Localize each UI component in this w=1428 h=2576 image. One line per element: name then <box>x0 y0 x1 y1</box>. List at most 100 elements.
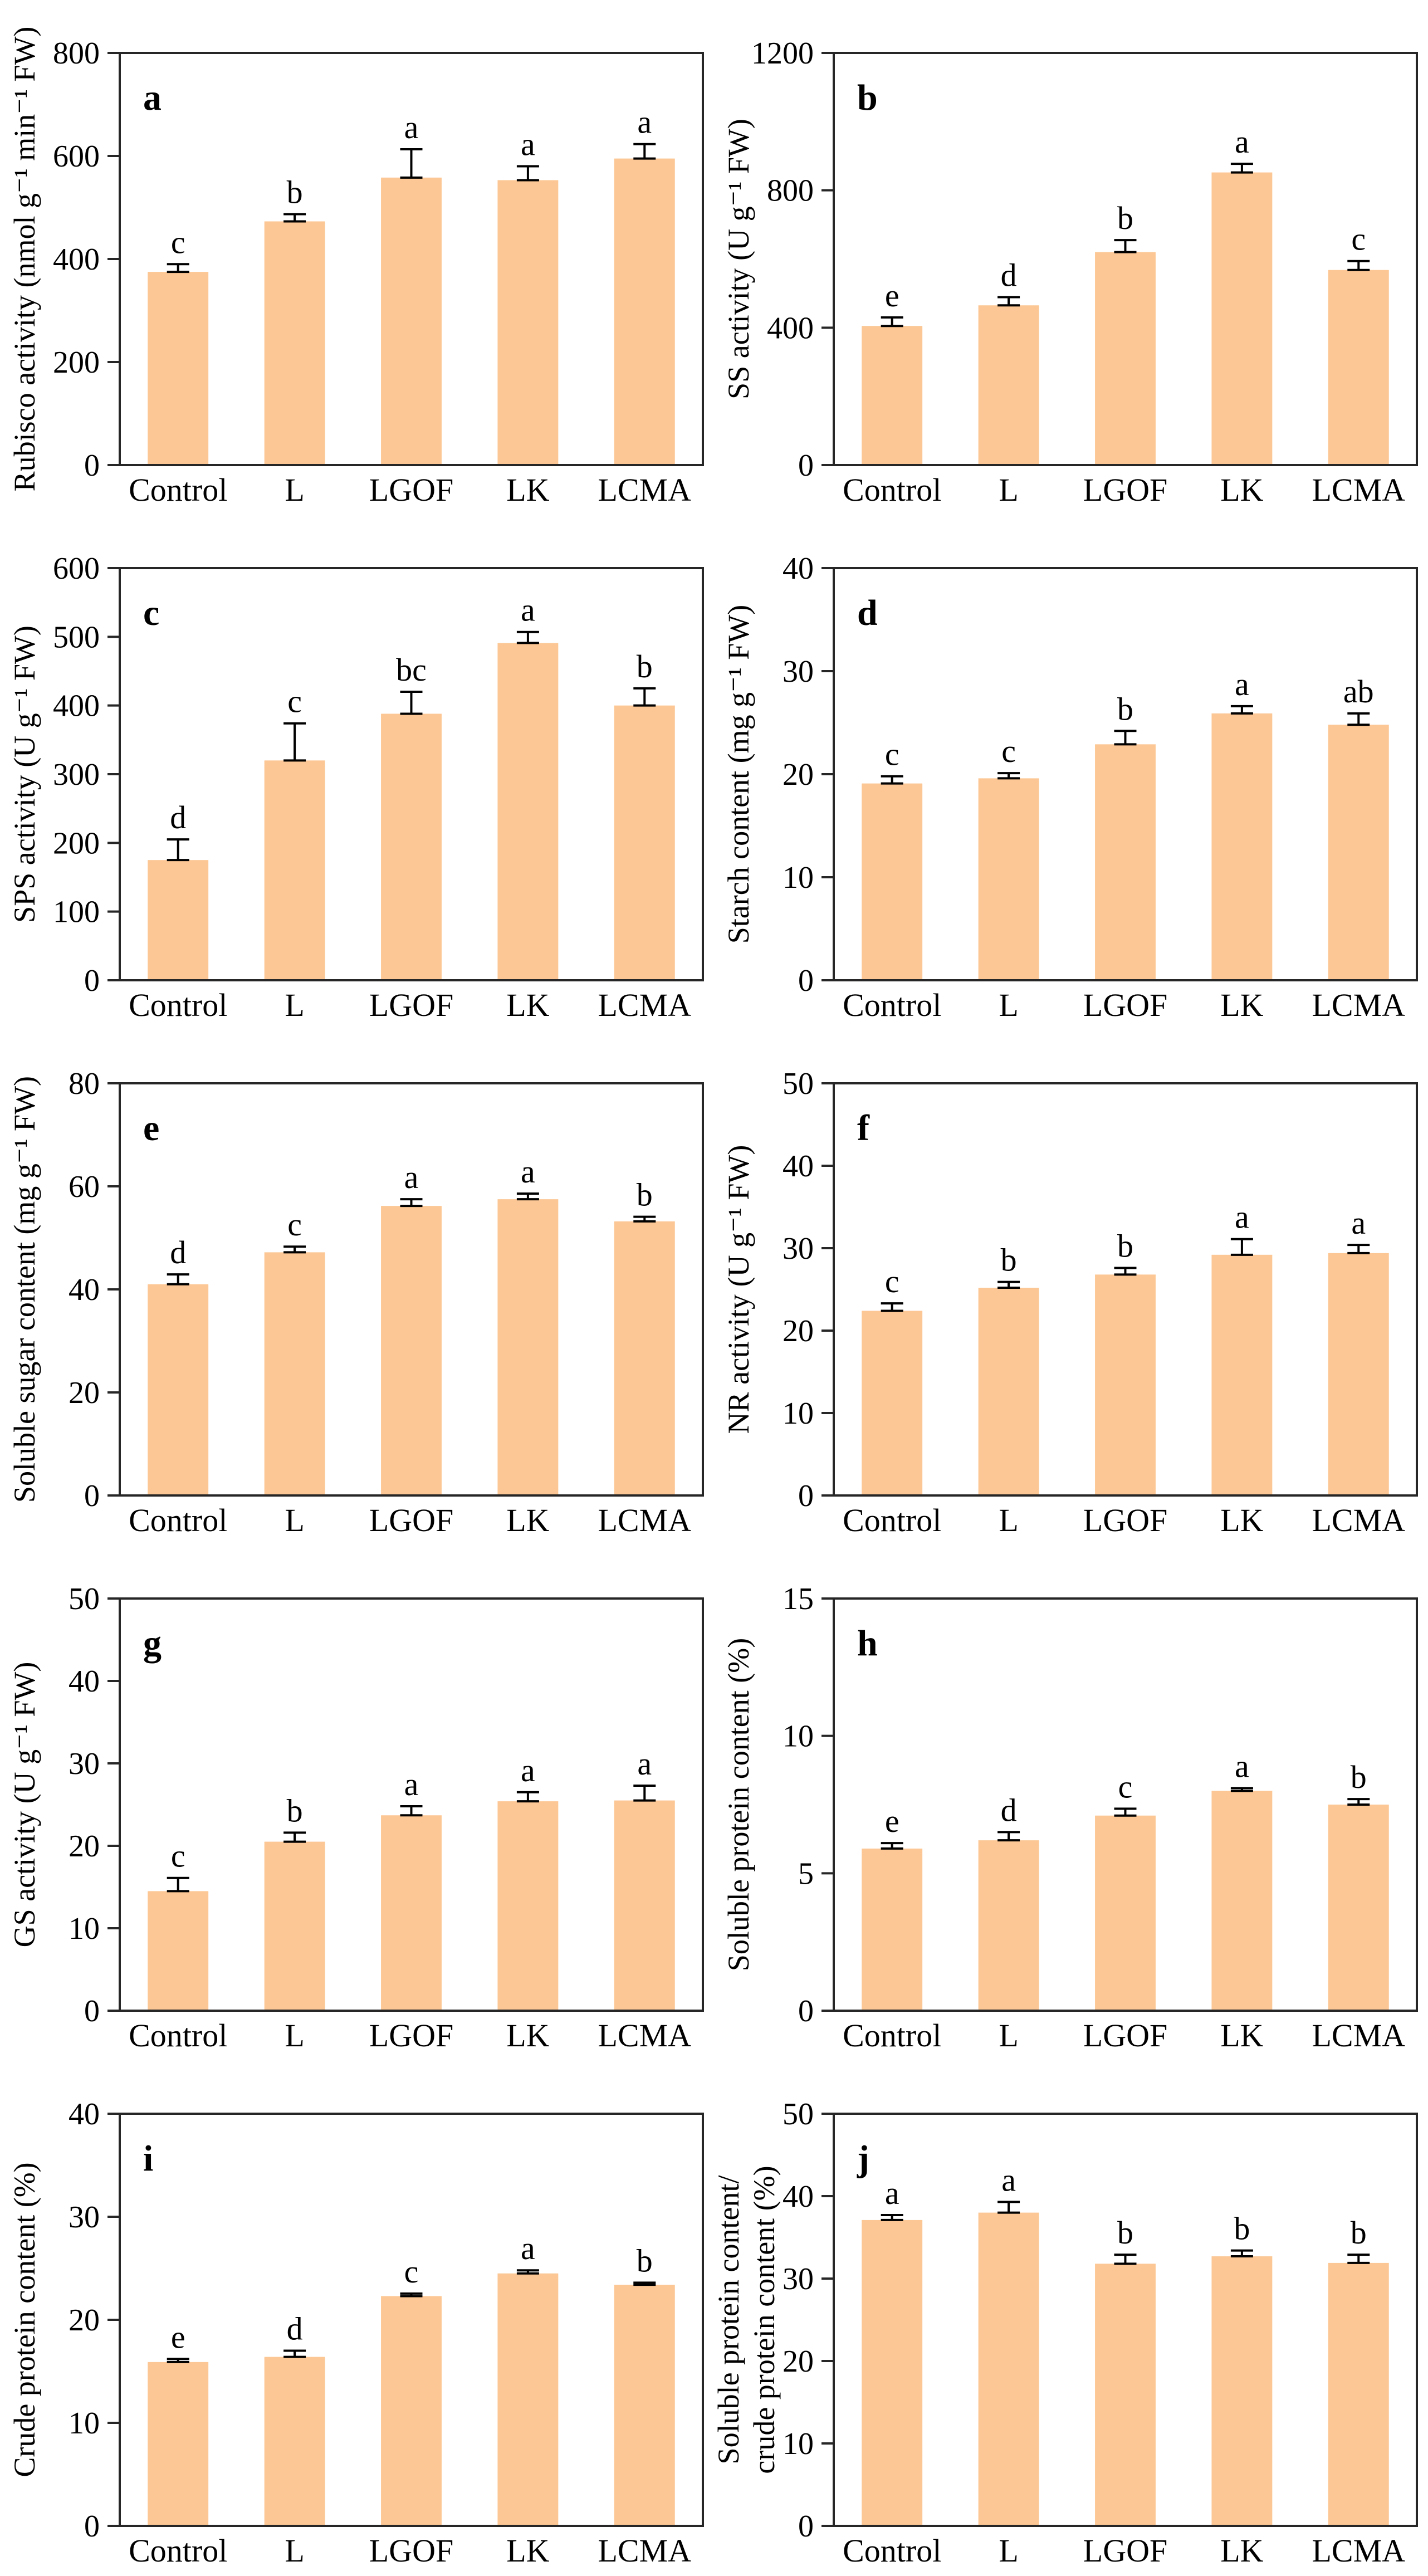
category-label: LCMA <box>1312 1502 1406 1538</box>
sig-letter: a <box>1001 2162 1016 2198</box>
bar-lk <box>1211 2256 1273 2526</box>
y-tick-label: 80 <box>69 1067 100 1101</box>
category-label: L <box>285 472 304 508</box>
chart-panel: 0 10 20 30 40 Crude protein content (%) e Contr… <box>0 2061 714 2576</box>
y-tick-label: 0 <box>798 964 814 998</box>
plot-frame <box>119 1597 704 2012</box>
category-label: LCMA <box>598 472 692 508</box>
category-label: LGOF <box>1083 2017 1167 2054</box>
bar-lcma <box>614 1800 675 2011</box>
y-tick-label: 40 <box>783 2179 814 2214</box>
category-label: LGOF <box>1083 987 1167 1023</box>
y-tick-label: 800 <box>53 36 100 71</box>
bar-control <box>148 272 209 465</box>
bar-lk <box>1211 1254 1273 1495</box>
sig-letter: ab <box>1343 673 1374 710</box>
category-label: LCMA <box>598 2017 692 2054</box>
y-tick-label: 800 <box>767 174 814 208</box>
category-label: Control <box>129 1502 227 1538</box>
y-tick-label: 600 <box>53 551 100 586</box>
bar-lgof <box>1095 744 1156 980</box>
category-label: LCMA <box>598 987 692 1023</box>
plot-frame <box>119 2113 704 2527</box>
bar-lcma <box>1328 1253 1389 1495</box>
category-label: Control <box>129 2533 227 2569</box>
category-label: Control <box>843 987 941 1023</box>
y-tick-label: 200 <box>53 345 100 380</box>
bar-lk <box>1211 1791 1273 2011</box>
bar-l <box>978 1288 1039 1495</box>
category-label: L <box>285 1502 304 1538</box>
category-label: LK <box>1220 987 1263 1023</box>
y-tick-label: 60 <box>69 1170 100 1204</box>
category-label: L <box>999 987 1018 1023</box>
category-label: LK <box>1220 2533 1263 2569</box>
sig-letter: e <box>885 277 899 314</box>
plot-frame <box>119 567 704 981</box>
bar-lgof <box>1095 2264 1156 2526</box>
category-label: L <box>999 1502 1018 1538</box>
bar-control <box>148 1891 209 2011</box>
bar-control <box>862 2220 923 2526</box>
bar-control <box>148 860 209 980</box>
y-tick-label: 10 <box>69 2406 100 2441</box>
sig-letter: d <box>170 799 186 835</box>
bar-lcma <box>614 1221 675 1495</box>
plot-frame <box>119 1082 704 1497</box>
category-label: LK <box>1220 1502 1263 1538</box>
bar-chart-c: 0 100 200 300 400 500 600 SPS activity (U g⁻¹ F… <box>8 551 704 1023</box>
panel-letter: j <box>857 2138 869 2179</box>
bar-control <box>862 1311 923 1495</box>
sig-letter: b <box>1117 691 1133 727</box>
category-label: LK <box>1220 2017 1263 2054</box>
category-label: LK <box>506 2017 549 2054</box>
bar-chart-b: 0 400 800 1200 SS activity (U g⁻¹ FW) e Contro… <box>722 36 1418 508</box>
category-label: Control <box>129 2017 227 2054</box>
category-label: LK <box>506 987 549 1023</box>
chart-panel: 0 10 20 30 40 Starch content (mg g⁻¹ FW) c Cont… <box>714 515 1428 1030</box>
category-label: L <box>285 987 304 1023</box>
category-label: LGOF <box>369 1502 453 1538</box>
bar-lk <box>497 180 559 465</box>
y-axis-label: Soluble protein content/ <box>714 2176 745 2465</box>
bar-lgof <box>381 1815 442 2011</box>
sig-letter: c <box>404 2254 419 2290</box>
y-tick-label: 10 <box>69 1912 100 1946</box>
bar-control <box>148 1284 209 1495</box>
category-label: LCMA <box>1312 2533 1406 2569</box>
sig-letter: d <box>170 1234 186 1270</box>
bar-chart-h: 0 5 10 15 Soluble protein content (%) e Contro… <box>722 1582 1418 2054</box>
panel-letter: b <box>857 77 878 118</box>
bar-l <box>264 1252 325 1495</box>
sig-letter: a <box>521 1153 535 1190</box>
bar-lgof <box>381 713 442 980</box>
y-tick-label: 30 <box>69 1747 100 1781</box>
y-tick-label: 10 <box>783 1396 814 1431</box>
category-label: Control <box>843 2017 941 2054</box>
sig-letter: b <box>637 2242 653 2279</box>
bar-l <box>978 1840 1039 2011</box>
bar-lcma <box>1328 725 1389 980</box>
y-tick-label: 40 <box>783 1149 814 1184</box>
category-label: LGOF <box>1083 2533 1167 2569</box>
sig-letter: b <box>287 174 303 211</box>
y-tick-label: 10 <box>783 2427 814 2461</box>
chart-panel: 0 200 400 600 800 Rubisco activity (nmol g⁻¹ … <box>0 0 714 515</box>
category-label: LCMA <box>1312 472 1406 508</box>
y-axis-label: NR activity (U g⁻¹ FW) <box>722 1145 755 1434</box>
y-tick-label: 50 <box>783 1067 814 1101</box>
y-tick-label: 100 <box>53 895 100 930</box>
sig-letter: d <box>287 2311 303 2347</box>
sig-letter: b <box>1001 1242 1017 1278</box>
bar-lcma <box>614 705 675 980</box>
category-label: LCMA <box>1312 987 1406 1023</box>
category-label: L <box>999 472 1018 508</box>
category-label: L <box>999 2017 1018 2054</box>
sig-letter: a <box>637 1746 652 1782</box>
sig-letter: b <box>1117 1228 1133 1264</box>
y-tick-label: 500 <box>53 620 100 654</box>
y-tick-label: 200 <box>53 826 100 861</box>
chart-panel: 0 100 200 300 400 500 600 SPS activity (U g⁻¹ F… <box>0 515 714 1030</box>
bar-l <box>264 221 325 465</box>
